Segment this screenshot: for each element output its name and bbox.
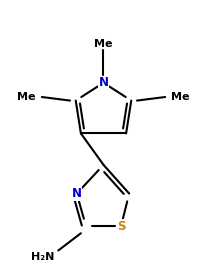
Text: S: S xyxy=(116,220,125,233)
Text: Me: Me xyxy=(94,39,112,49)
Text: Me: Me xyxy=(17,92,35,102)
Text: H₂N: H₂N xyxy=(31,252,54,262)
Text: N: N xyxy=(98,76,108,89)
Text: Me: Me xyxy=(171,92,189,102)
Text: N: N xyxy=(71,187,81,200)
